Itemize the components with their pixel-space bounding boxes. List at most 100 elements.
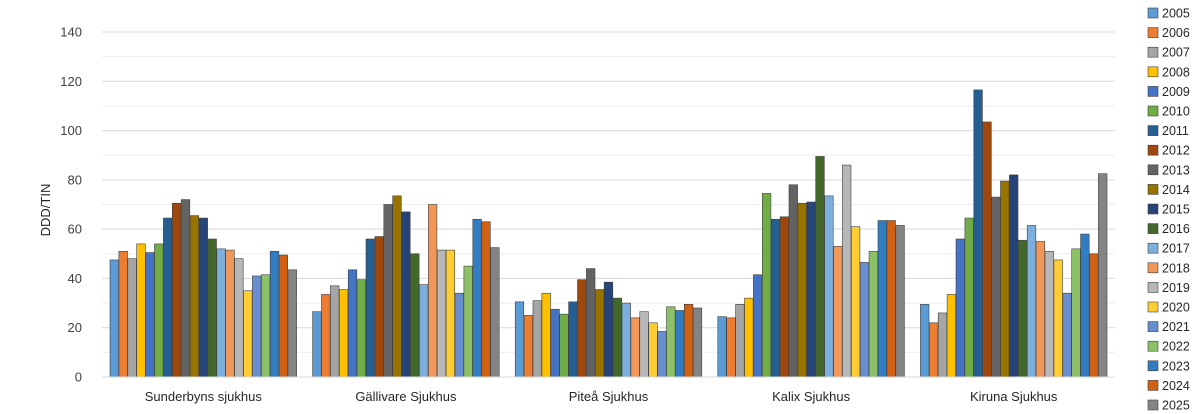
legend-label: 2009 [1162,85,1190,99]
legend-swatch [1147,125,1159,136]
legend-swatch [1147,321,1159,332]
bar-2006-0 [118,251,128,378]
x-category-label: Kalix Sjukhus [772,389,851,404]
bar-2016-4 [1017,239,1028,378]
legend-swatch [1147,262,1159,274]
bar-2006-3 [726,317,736,378]
bar-2013-0 [180,199,191,378]
bar-2007-2 [532,300,542,378]
legend: 2005 2006 2007 2008 2009 2010 2011 2012 2013 2014… [1147,7,1190,413]
bar-2017-4 [1026,225,1037,378]
bar-2013-1 [383,204,393,378]
legend-label: 2016 [1162,222,1190,236]
bar-2020-3 [850,226,861,378]
bar-2022-4 [1071,248,1081,378]
legend-swatch [1147,282,1159,293]
bar-2017-0 [216,248,226,378]
legend-label: 2025 [1162,399,1190,413]
bar-2018-2 [630,317,640,378]
bar-2019-2 [639,311,649,378]
bar-2024-1 [481,221,491,378]
x-category-label: Sunderbyns sjukhus [145,389,263,404]
legend-swatch [1147,105,1159,117]
bar-2012-1 [374,236,384,378]
y-tick-label: 80 [68,172,82,187]
legend-swatch [1147,46,1159,58]
bar-2022-2 [666,306,676,378]
legend-label: 2015 [1162,203,1190,217]
y-axis-title: DDD/TIN [38,184,53,237]
bar-2017-1 [419,284,429,378]
bar-2005-3 [717,316,727,378]
bar-2022-0 [260,274,271,378]
bar-2018-1 [427,204,438,378]
bar-2015-4 [1009,174,1019,378]
bar-2015-3 [806,201,816,378]
bar-2025-3 [895,225,905,378]
bar-2019-3 [842,164,852,378]
bar-2024-4 [1089,253,1099,378]
bar-2011-4 [973,89,983,378]
legend-label: 2007 [1162,46,1190,60]
y-tick-label: 0 [75,370,82,385]
legend-label: 2006 [1162,26,1190,40]
bar-2018-0 [225,249,235,378]
legend-swatch [1147,360,1159,372]
bar-2017-3 [824,195,834,378]
bar-2014-4 [1000,180,1010,378]
bar-2018-4 [1035,241,1045,378]
bar-2016-1 [410,253,420,378]
bar-2023-0 [269,251,280,378]
bar-2014-0 [189,215,200,378]
bar-2019-4 [1044,251,1054,378]
bar-2008-2 [541,292,551,378]
bar-2005-1 [312,311,322,378]
bar-2025-1 [490,247,500,378]
bar-2006-1 [321,294,331,378]
bar-2018-3 [833,246,843,378]
bar-2024-0 [278,254,289,378]
bar-2021-2 [657,331,667,378]
y-tick-label: 40 [68,271,82,286]
bar-2008-1 [338,289,349,378]
legend-swatch [1147,144,1159,156]
legend-label: 2020 [1162,301,1190,315]
bar-2024-3 [886,220,896,378]
bar-2019-1 [436,249,447,378]
bar-2012-4 [982,121,992,378]
legend-label: 2019 [1162,281,1190,295]
bar-2016-2 [612,297,622,378]
bar-2025-0 [287,269,297,378]
bar-2008-0 [136,243,146,378]
bar-2007-4 [937,312,948,378]
legend-label: 2017 [1162,242,1190,256]
bar-2016-3 [815,156,825,378]
bar-2013-3 [788,184,798,378]
legend-label: 2012 [1162,144,1190,158]
legend-label: 2018 [1162,261,1190,275]
bar-2022-1 [463,265,473,378]
bar-2023-1 [472,218,482,378]
bar-2010-0 [154,243,164,378]
bar-2019-0 [234,258,244,378]
y-tick-label: 20 [68,320,82,335]
bar-2009-4 [955,238,965,378]
bar-2008-3 [744,297,754,378]
bar-2012-0 [172,202,182,378]
legend-swatch [1147,301,1159,313]
bar-2009-0 [145,252,155,378]
bar-2025-2 [692,307,703,378]
legend-swatch [1147,27,1159,38]
x-axis-categories: Sunderbyns sjukhus Gällivare Sjukhus Piteå… [145,389,1058,404]
bar-2008-4 [946,294,956,378]
bar-2005-0 [109,259,119,378]
legend-label: 2010 [1162,105,1190,119]
legend-label: 2008 [1162,65,1190,79]
legend-swatch [1147,86,1159,97]
legend-swatch [1147,7,1159,19]
y-axis-ticks: 0 20 40 60 80 100 120 140 [60,25,82,385]
bar-2007-0 [127,258,137,378]
legend-label: 2021 [1162,320,1190,334]
